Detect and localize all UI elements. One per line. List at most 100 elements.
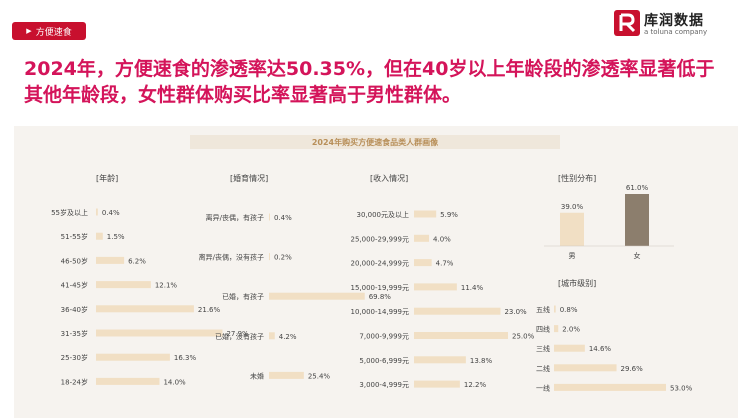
- headline: 2024年，方便速食的渗透率达50.35%，但在40岁以上年龄段的渗透率显著低于…: [24, 58, 715, 106]
- gender-category-label: 女: [634, 251, 641, 260]
- marital-bar: [269, 332, 275, 340]
- gender-bar: [560, 212, 584, 246]
- gender-chart-title: [性别分布]: [558, 173, 596, 183]
- income-category-label: 10,000-14,999元: [350, 308, 409, 316]
- income-category-label: 15,000-19,999元: [350, 284, 409, 292]
- brand-logo: 库润数据 a toluna company: [614, 10, 744, 38]
- city-category-label: 一线: [536, 383, 550, 392]
- age-category-label: 41-45岁: [61, 281, 88, 290]
- income-value-label: 13.8%: [470, 357, 493, 365]
- charts-canvas: [年龄] 55岁及以上 0.4% 51-55岁 1.5% 46-50岁 6.2% 41-45岁…: [51, 173, 693, 392]
- age-bar: [96, 208, 98, 216]
- income-bar: [414, 283, 457, 291]
- age-value-label: 12.1%: [155, 282, 178, 290]
- age-bar: [96, 256, 125, 264]
- marital-value-label: 4.2%: [279, 333, 297, 341]
- income-bar: [414, 380, 460, 388]
- income-value-label: 4.7%: [436, 260, 454, 268]
- income-bar: [414, 210, 437, 218]
- age-bar: [96, 353, 170, 361]
- age-category-label: 31-35岁: [61, 329, 88, 338]
- age-value-label: 6.2%: [128, 257, 146, 265]
- city-value-label: 14.6%: [589, 345, 612, 353]
- city-bar: [554, 325, 559, 333]
- income-bar: [414, 259, 432, 267]
- income-value-label: 12.2%: [464, 381, 487, 389]
- age-value-label: 0.4%: [102, 209, 120, 217]
- gender-value-label: 61.0%: [626, 184, 649, 192]
- age-value-label: 1.5%: [107, 233, 125, 241]
- income-bar: [414, 307, 501, 315]
- marital-bar: [269, 292, 365, 300]
- income-category-label: 5,000-6,999元: [359, 357, 409, 365]
- age-category-label: 36-40岁: [61, 305, 88, 314]
- age-value-label: 27.9%: [226, 330, 249, 338]
- income-category-label: 30,000元及以上: [357, 210, 410, 219]
- age-value-label: 21.6%: [198, 306, 221, 314]
- marital-category-label: 离异/丧偶，没有孩子: [199, 253, 264, 262]
- city-value-label: 2.0%: [562, 326, 580, 334]
- marital-value-label: 69.8%: [369, 293, 392, 301]
- age-chart-title: [年龄]: [96, 173, 118, 183]
- marital-category-label: 已婚，有孩子: [222, 292, 264, 301]
- gender-category-label: 男: [569, 252, 576, 260]
- income-bar: [414, 332, 508, 339]
- age-bar: [96, 377, 160, 385]
- city-value-label: 53.0%: [670, 384, 693, 392]
- city-bar: [554, 364, 617, 372]
- play-icon: ▶: [26, 27, 32, 35]
- marital-value-label: 0.4%: [274, 214, 292, 222]
- marital-chart-title: [婚育情况]: [230, 173, 268, 183]
- city-category-label: 二线: [536, 364, 550, 373]
- age-bar: [96, 305, 194, 313]
- section-tag: ▶ 方便速食: [12, 22, 86, 40]
- age-bar: [96, 281, 151, 289]
- city-value-label: 29.6%: [621, 365, 644, 373]
- income-value-label: 25.0%: [512, 333, 535, 341]
- city-bar: [554, 383, 666, 391]
- marital-value-label: 25.4%: [308, 372, 331, 380]
- marital-category-label: 未婚: [250, 371, 264, 380]
- income-value-label: 5.9%: [440, 211, 458, 219]
- age-category-label: 18-24岁: [61, 377, 88, 386]
- city-bar: [554, 344, 585, 352]
- brand-mark-icon: [614, 10, 640, 36]
- city-category-label: 三线: [536, 344, 550, 353]
- age-bar: [96, 329, 223, 337]
- marital-value-label: 0.2%: [274, 254, 292, 262]
- income-category-label: 20,000-24,999元: [350, 260, 409, 268]
- panel-banner: 2024年购买方便速食品类人群画像: [190, 135, 560, 149]
- income-value-label: 23.0%: [504, 308, 527, 316]
- income-category-label: 3,000-4,999元: [359, 381, 409, 389]
- age-category-label: 51-55岁: [61, 232, 88, 241]
- income-category-label: 25,000-29,999元: [350, 235, 409, 243]
- income-bar: [414, 234, 430, 242]
- city-category-label: 五线: [536, 305, 550, 314]
- age-value-label: 16.3%: [174, 354, 197, 362]
- chart-panel: 2024年购买方便速食品类人群画像 [年龄] 55岁及以上 0.4% 51-55岁 1.…: [14, 126, 738, 418]
- age-bar: [96, 232, 103, 240]
- gender-value-label: 39.0%: [561, 203, 584, 211]
- marital-bar: [269, 213, 270, 221]
- marital-bar: [269, 253, 270, 261]
- age-category-label: 55岁及以上: [51, 208, 88, 217]
- income-chart-title: [收入情况]: [370, 173, 408, 183]
- brand-name: 库润数据: [644, 13, 704, 29]
- city-chart-title: [城市级别]: [558, 278, 596, 288]
- marital-bar: [269, 371, 304, 379]
- gender-bar: [625, 194, 649, 246]
- age-category-label: 25-30岁: [61, 353, 88, 362]
- city-value-label: 0.8%: [560, 306, 578, 314]
- marital-category-label: 已婚，没有孩子: [215, 332, 264, 341]
- city-bar: [554, 305, 556, 313]
- city-category-label: 四线: [536, 325, 550, 334]
- income-value-label: 4.0%: [433, 235, 451, 243]
- section-tag-label: 方便速食: [35, 27, 72, 38]
- age-category-label: 46-50岁: [61, 256, 88, 265]
- income-value-label: 11.4%: [461, 284, 484, 292]
- age-value-label: 14.0%: [163, 378, 186, 386]
- brand-subtitle: a toluna company: [644, 28, 708, 36]
- marital-category-label: 离异/丧偶，有孩子: [206, 213, 264, 222]
- income-category-label: 7,000-9,999元: [359, 333, 409, 341]
- income-bar: [414, 356, 466, 364]
